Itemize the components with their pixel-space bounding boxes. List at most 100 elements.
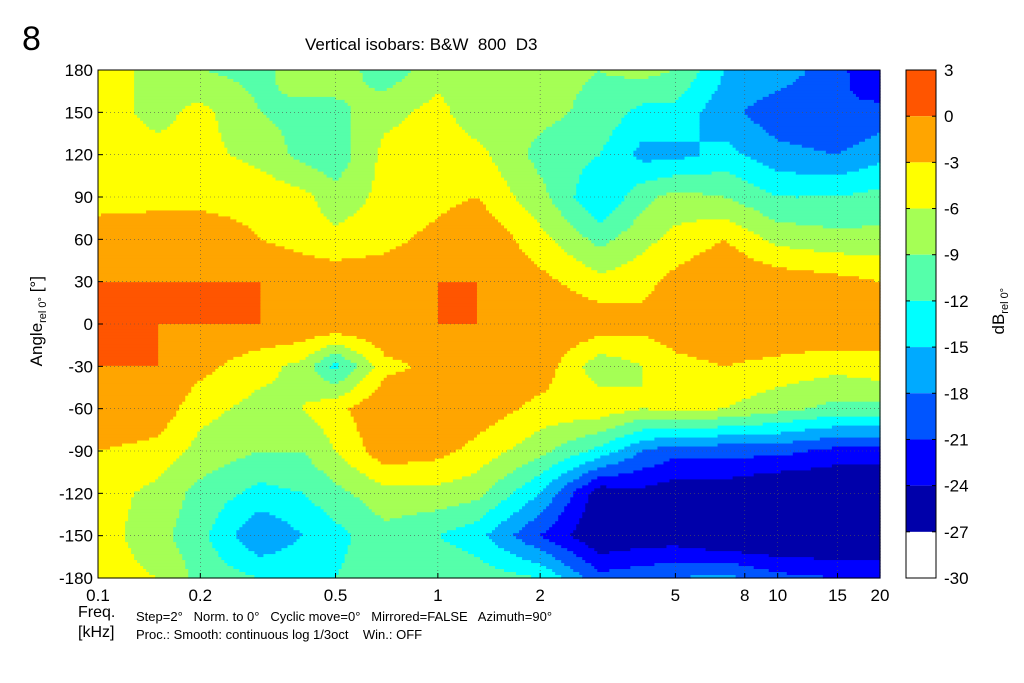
heatmap-cell xyxy=(140,488,189,492)
heatmap-cell xyxy=(149,572,189,576)
heatmap-cell xyxy=(476,138,535,143)
heatmap-cell xyxy=(639,213,764,218)
heatmap-cell xyxy=(642,300,881,304)
heatmap-cell xyxy=(476,303,881,307)
heatmap-cell xyxy=(98,380,198,385)
heatmap-cell xyxy=(666,273,839,277)
heatmap-cell xyxy=(314,335,358,340)
heatmap-cell xyxy=(699,147,737,152)
heatmap-cell xyxy=(350,371,370,376)
heatmap-cell xyxy=(570,108,631,113)
heatmap-cell xyxy=(395,81,586,86)
heatmap-cell xyxy=(98,189,307,194)
heatmap-cell xyxy=(693,78,722,83)
heatmap-cell xyxy=(386,374,556,379)
heatmap-cell xyxy=(188,569,240,573)
heatmap-cell xyxy=(98,213,102,218)
heatmap-cell xyxy=(158,353,243,358)
heatmap-cell xyxy=(699,141,731,146)
colorbar-tick-label: 0 xyxy=(944,107,953,126)
heatmap-cell xyxy=(350,132,385,137)
heatmap-cell xyxy=(134,70,210,74)
heatmap-cell xyxy=(248,395,340,400)
heatmap-cell xyxy=(609,240,659,244)
heatmap-cell xyxy=(98,210,147,215)
heatmap-cell xyxy=(672,225,743,229)
heatmap-cell xyxy=(239,527,295,531)
heatmap-cell xyxy=(585,434,625,439)
heatmap-cell xyxy=(278,84,370,89)
heatmap-cell xyxy=(495,506,523,510)
heatmap-cell xyxy=(476,434,532,439)
heatmap-cell xyxy=(332,362,340,367)
heatmap-cell xyxy=(314,503,367,507)
heatmap-cell xyxy=(98,455,180,460)
heatmap-cell xyxy=(182,503,225,507)
heatmap-cell xyxy=(227,500,313,504)
heatmap-cell xyxy=(251,515,277,519)
heatmap-cell xyxy=(461,201,484,206)
heatmap-cell xyxy=(756,392,881,397)
heatmap-cell xyxy=(485,147,529,152)
heatmap-cell xyxy=(654,285,881,289)
heatmap-cell xyxy=(395,371,556,376)
heatmap-cell xyxy=(846,171,881,176)
heatmap-cell xyxy=(98,509,129,513)
heatmap-cell xyxy=(185,398,243,403)
heatmap-cell xyxy=(110,446,189,451)
heatmap-cell xyxy=(570,566,595,570)
heatmap-cell xyxy=(128,509,180,513)
heatmap-cell xyxy=(558,515,583,519)
heatmap-cell xyxy=(341,174,376,179)
heatmap-cell xyxy=(134,96,255,101)
heatmap-cell xyxy=(98,318,262,322)
heatmap-cell xyxy=(275,123,352,128)
heatmap-cell xyxy=(849,84,881,89)
colorbar-band xyxy=(906,347,936,394)
heatmap-cell xyxy=(549,234,583,238)
heatmap-cell xyxy=(552,123,619,128)
heatmap-cell xyxy=(98,335,159,340)
heatmap-cell xyxy=(98,138,222,143)
heatmap-cell xyxy=(374,479,454,483)
heatmap-cell xyxy=(452,479,499,483)
heatmap-cell xyxy=(762,261,881,265)
heatmap-cell xyxy=(531,560,562,564)
heatmap-cell xyxy=(218,120,274,125)
heatmap-cell xyxy=(579,476,598,480)
heatmap-cell xyxy=(639,362,719,367)
heatmap-cell xyxy=(642,380,800,385)
heatmap-cell xyxy=(98,174,274,179)
heatmap-cell xyxy=(639,141,701,146)
heatmap-cell xyxy=(630,225,674,229)
colorbar-frame xyxy=(905,69,937,579)
heatmap-cell xyxy=(765,389,881,394)
heatmap-cell xyxy=(98,279,559,283)
heatmap-cell xyxy=(287,144,352,149)
heatmap-cell xyxy=(98,458,177,463)
heatmap-cell xyxy=(555,494,574,498)
heatmap-cell xyxy=(227,563,343,567)
heatmap-cell xyxy=(143,485,192,489)
heatmap-cell xyxy=(630,566,755,570)
heatmap-cell xyxy=(609,440,640,445)
heatmap-cell xyxy=(344,99,430,104)
heatmap-cell xyxy=(705,249,740,253)
heatmap-cell xyxy=(549,192,577,197)
heatmap-cell xyxy=(434,509,490,513)
heatmap-cell xyxy=(158,324,881,328)
heatmap-cell xyxy=(350,144,382,149)
heatmap-cell xyxy=(326,216,349,221)
heatmap-cell xyxy=(603,147,637,152)
heatmap-cell xyxy=(825,401,881,406)
heatmap-cell xyxy=(269,117,352,122)
y-tick-label: 0 xyxy=(84,315,93,334)
heatmap-cell xyxy=(350,120,403,125)
heatmap-cell xyxy=(98,270,547,274)
heatmap-cell xyxy=(549,467,574,472)
heatmap-cell xyxy=(513,192,550,197)
heatmap-cell xyxy=(576,189,631,194)
heatmap-cell xyxy=(167,425,204,430)
heatmap-cell xyxy=(98,153,231,158)
heatmap-cell xyxy=(774,386,881,391)
